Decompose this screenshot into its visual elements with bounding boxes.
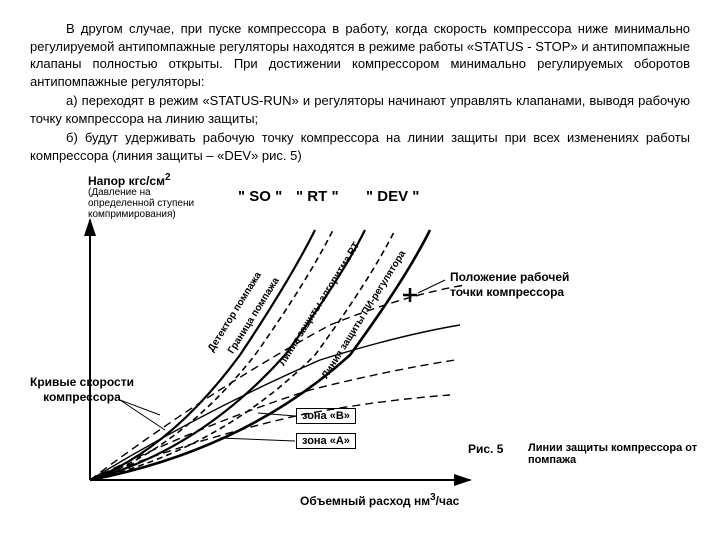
figure-label: Рис. 5 — [468, 442, 503, 456]
paragraph-2: а) переходят в режим «STATUS-RUN» и регу… — [30, 92, 690, 127]
paragraph-1: В другом случае, при пуске компрессора в… — [30, 20, 690, 90]
x-axis-label: Объемный расход нм3/час — [300, 492, 459, 508]
speed-curves-label: Кривые скорости компрессора — [30, 375, 134, 404]
zone-a-label: зона «А» — [296, 433, 356, 449]
y-axis-label: Напор кгс/см2 — [88, 172, 171, 188]
figure-caption: Линии защиты компрессора от помпажа — [528, 442, 698, 466]
paragraph-3: б) будут удерживать рабочую точку компре… — [30, 129, 690, 164]
chart-area: Напор кгс/см2 (Давление на определенной … — [30, 170, 690, 520]
zone-b-label: зона «В» — [296, 408, 356, 424]
work-point-label: Положение рабочей точки компрессора — [450, 270, 569, 299]
chart-svg — [50, 200, 480, 500]
